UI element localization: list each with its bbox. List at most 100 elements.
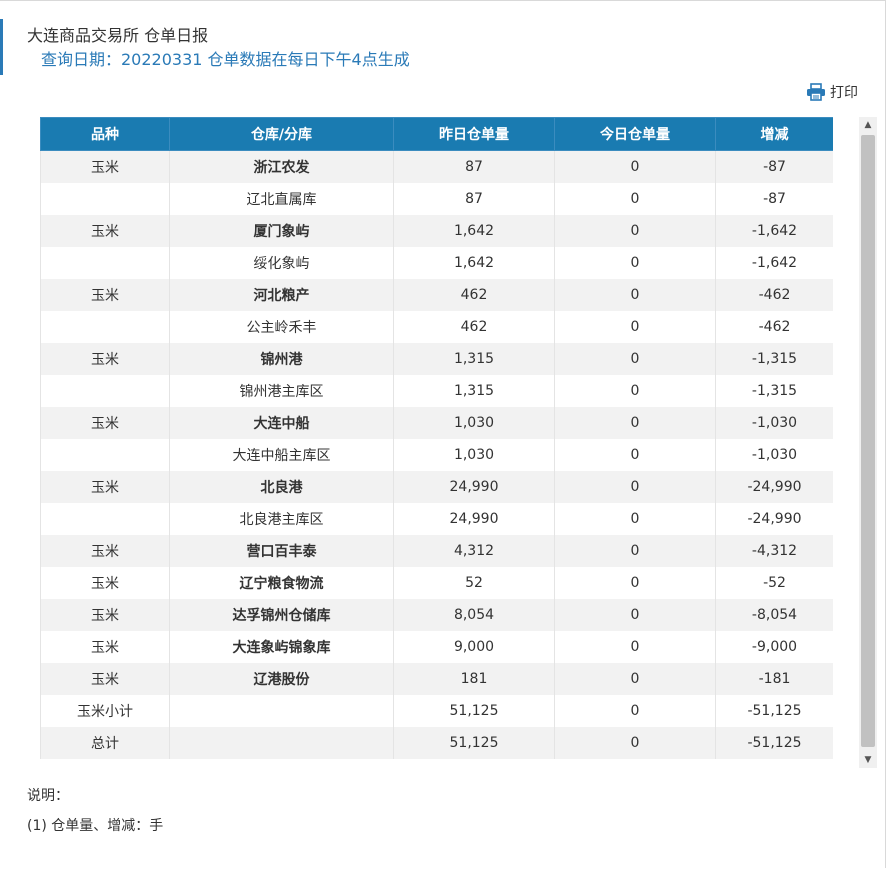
table-row: 公主岭禾丰 462 0 -462 (40, 311, 833, 343)
cell-change: -8,054 (715, 599, 833, 631)
cell-change: -1,315 (715, 343, 833, 375)
cell-variety (40, 311, 170, 343)
cell-variety (40, 183, 170, 215)
notes-line-1: (1) 仓单量、增减：手 (27, 818, 164, 834)
cell-yesterday: 51,125 (393, 695, 555, 727)
cell-today: 0 (554, 183, 716, 215)
cell-yesterday: 8,054 (393, 599, 555, 631)
table-row: 总计 51,125 0 -51,125 (40, 727, 833, 759)
table-row: 玉米 辽港股份 181 0 -181 (40, 663, 833, 695)
cell-today: 0 (554, 663, 716, 695)
cell-change: -1,642 (715, 247, 833, 279)
cell-variety: 玉米 (40, 631, 170, 663)
cell-change: -51,125 (715, 695, 833, 727)
table-row: 大连中船主库区 1,030 0 -1,030 (40, 439, 833, 471)
cell-variety: 玉米 (40, 663, 170, 695)
cell-yesterday: 1,315 (393, 375, 555, 407)
cell-variety: 总计 (40, 727, 170, 759)
table-row: 玉米 锦州港 1,315 0 -1,315 (40, 343, 833, 375)
cell-today: 0 (554, 439, 716, 471)
cell-yesterday: 4,312 (393, 535, 555, 567)
cell-yesterday: 1,642 (393, 247, 555, 279)
scroll-up-arrow-icon[interactable]: ▲ (864, 120, 872, 130)
table-row: 玉米 达孚锦州仓储库 8,054 0 -8,054 (40, 599, 833, 631)
cell-variety (40, 503, 170, 535)
cell-warehouse: 锦州港主库区 (169, 375, 394, 407)
notes-section: 说明： (1) 仓单量、增减：手 (27, 788, 163, 848)
cell-warehouse: 营口百丰泰 (169, 535, 394, 567)
table-row: 玉米 北良港 24,990 0 -24,990 (40, 471, 833, 503)
cell-warehouse: 达孚锦州仓储库 (169, 599, 394, 631)
cell-warehouse: 大连中船 (169, 407, 394, 439)
cell-warehouse: 大连中船主库区 (169, 439, 394, 471)
cell-variety: 玉米 (40, 535, 170, 567)
cell-yesterday: 9,000 (393, 631, 555, 663)
cell-warehouse: 公主岭禾丰 (169, 311, 394, 343)
cell-yesterday: 52 (393, 567, 555, 599)
cell-today: 0 (554, 247, 716, 279)
cell-change: -87 (715, 183, 833, 215)
warehouse-receipt-table: 品种 仓库/分库 昨日仓单量 今日仓单量 增减 玉米 浙江农发 87 0 -87 辽北直属… (40, 117, 833, 759)
cell-yesterday: 24,990 (393, 503, 555, 535)
cell-warehouse: 辽宁粮食物流 (169, 567, 394, 599)
table-row: 玉米 辽宁粮食物流 52 0 -52 (40, 567, 833, 599)
cell-warehouse: 浙江农发 (169, 150, 394, 183)
column-header-variety: 品种 (40, 117, 170, 151)
cell-change: -462 (715, 311, 833, 343)
cell-variety: 玉米 (40, 407, 170, 439)
cell-yesterday: 462 (393, 279, 555, 311)
cell-warehouse: 北良港主库区 (169, 503, 394, 535)
cell-today: 0 (554, 343, 716, 375)
cell-yesterday: 1,030 (393, 439, 555, 471)
cell-change: -1,030 (715, 439, 833, 471)
cell-today: 0 (554, 503, 716, 535)
cell-today: 0 (554, 471, 716, 503)
cell-change: -4,312 (715, 535, 833, 567)
cell-warehouse: 辽港股份 (169, 663, 394, 695)
cell-variety (40, 247, 170, 279)
cell-variety: 玉米 (40, 343, 170, 375)
column-header-change: 增减 (715, 117, 833, 151)
report-header: 大连商品交易所 仓单日报 查询日期：20220331 仓单数据在每日下午4点生成 (0, 19, 883, 75)
vertical-scrollbar[interactable]: ▲ ▼ (859, 117, 877, 768)
warehouse-receipt-table-container: 品种 仓库/分库 昨日仓单量 今日仓单量 增减 玉米 浙江农发 87 0 -87 辽北直属… (40, 117, 833, 768)
cell-today: 0 (554, 375, 716, 407)
table-row: 锦州港主库区 1,315 0 -1,315 (40, 375, 833, 407)
cell-change: -51,125 (715, 727, 833, 759)
query-date-info: 查询日期：20220331 仓单数据在每日下午4点生成 (41, 50, 410, 69)
table-row: 北良港主库区 24,990 0 -24,990 (40, 503, 833, 535)
cell-today: 0 (554, 279, 716, 311)
cell-warehouse: 北良港 (169, 471, 394, 503)
cell-variety: 玉米 (40, 471, 170, 503)
cell-variety: 玉米 (40, 599, 170, 631)
column-header-today: 今日仓单量 (554, 117, 716, 151)
cell-today: 0 (554, 727, 716, 759)
cell-yesterday: 87 (393, 183, 555, 215)
cell-today: 0 (554, 150, 716, 183)
cell-yesterday: 181 (393, 663, 555, 695)
cell-warehouse: 锦州港 (169, 343, 394, 375)
cell-variety: 玉米小计 (40, 695, 170, 727)
cell-today: 0 (554, 599, 716, 631)
cell-change: -462 (715, 279, 833, 311)
cell-change: -87 (715, 150, 833, 183)
cell-change: -181 (715, 663, 833, 695)
table-row: 玉米 大连中船 1,030 0 -1,030 (40, 407, 833, 439)
cell-change: -52 (715, 567, 833, 599)
print-label[interactable]: 打印 (830, 85, 858, 101)
print-button[interactable]: 打印 (806, 82, 858, 102)
scrollbar-thumb[interactable] (861, 135, 875, 747)
page-title: 大连商品交易所 仓单日报 (27, 26, 209, 45)
cell-today: 0 (554, 535, 716, 567)
table-row: 玉米小计 51,125 0 -51,125 (40, 695, 833, 727)
cell-yesterday: 1,642 (393, 215, 555, 247)
cell-yesterday: 1,315 (393, 343, 555, 375)
printer-icon (807, 83, 825, 101)
scroll-down-arrow-icon[interactable]: ▼ (864, 755, 872, 765)
table-row: 玉米 河北粮产 462 0 -462 (40, 279, 833, 311)
cell-yesterday: 51,125 (393, 727, 555, 759)
cell-warehouse: 厦门象屿 (169, 215, 394, 247)
table-row: 绥化象屿 1,642 0 -1,642 (40, 247, 833, 279)
cell-variety: 玉米 (40, 150, 170, 183)
